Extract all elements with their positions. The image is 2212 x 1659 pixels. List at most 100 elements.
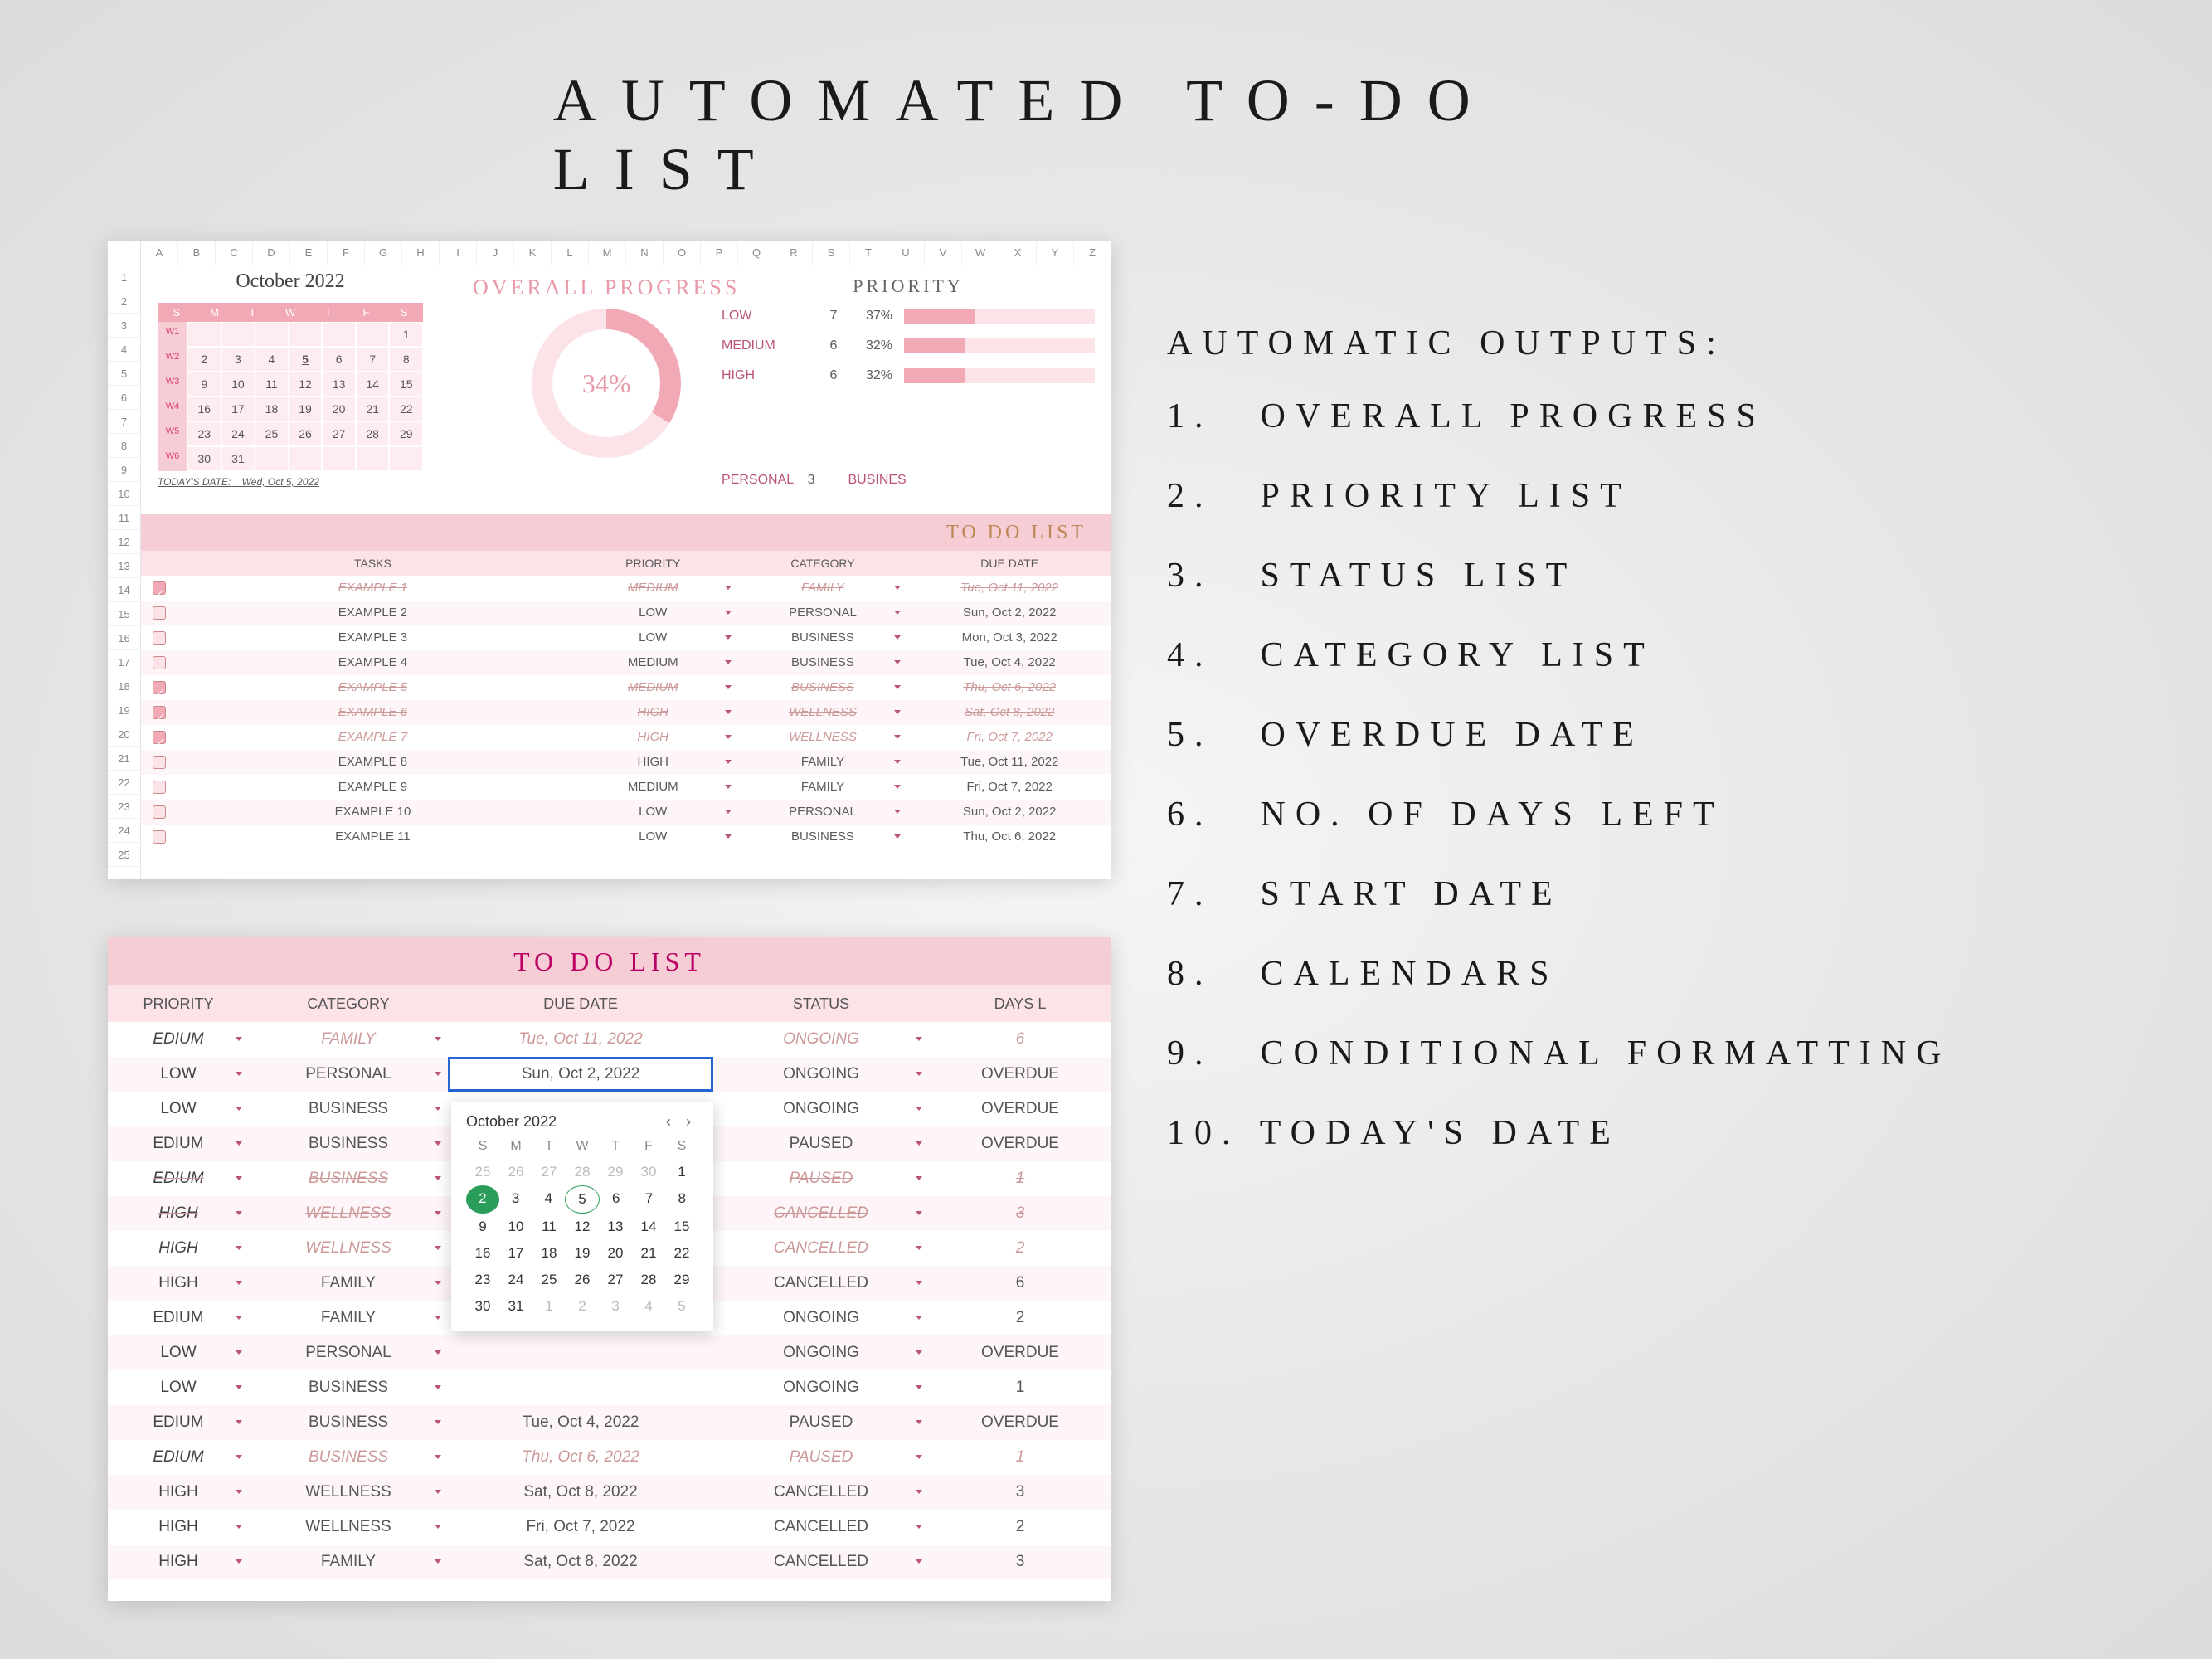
datepicker-day[interactable]: 1 xyxy=(665,1159,698,1185)
column-header[interactable]: L xyxy=(552,241,589,265)
due-date-cell[interactable]: Sat, Oct 8, 2022 xyxy=(448,1545,713,1579)
calendar-day[interactable]: 7 xyxy=(356,347,390,372)
calendar-day[interactable]: 8 xyxy=(389,347,423,372)
category-dropdown[interactable]: WELLNESS xyxy=(249,1231,448,1266)
task-name[interactable]: EXAMPLE 9 xyxy=(177,775,568,800)
due-date-cell[interactable]: Mon, Oct 3, 2022 xyxy=(907,625,1111,650)
datepicker-day[interactable]: 4 xyxy=(532,1185,565,1214)
category-dropdown[interactable]: WELLNESS xyxy=(249,1196,448,1231)
calendar-day[interactable]: 3 xyxy=(221,347,255,372)
calendar-day[interactable]: 22 xyxy=(389,397,423,421)
datepicker-day[interactable]: 5 xyxy=(665,1293,698,1320)
datepicker-day[interactable]: 18 xyxy=(532,1240,566,1267)
row-number[interactable]: 1 xyxy=(108,265,140,289)
column-header[interactable]: U xyxy=(887,241,925,265)
datepicker-day[interactable]: 28 xyxy=(632,1267,665,1293)
row-number[interactable]: 15 xyxy=(108,602,140,626)
due-date-cell[interactable]: Fri, Oct 7, 2022 xyxy=(448,1510,713,1545)
column-header[interactable]: Q xyxy=(738,241,775,265)
datepicker-day[interactable]: 31 xyxy=(499,1293,532,1320)
task-name[interactable]: EXAMPLE 3 xyxy=(177,625,568,650)
priority-dropdown[interactable]: LOW xyxy=(108,1092,249,1126)
status-dropdown[interactable]: CANCELLED xyxy=(713,1475,929,1510)
date-picker[interactable]: October 2022 ‹ › SMTWTFS 252627282930123… xyxy=(451,1102,713,1331)
calendar-day[interactable]: 18 xyxy=(255,397,289,421)
datepicker-day[interactable]: 27 xyxy=(599,1267,632,1293)
task-checkbox[interactable] xyxy=(153,756,166,769)
calendar-day[interactable]: 4 xyxy=(255,347,289,372)
priority-dropdown[interactable]: MEDIUM xyxy=(568,675,738,700)
column-header[interactable]: V xyxy=(925,241,962,265)
category-dropdown[interactable]: FAMILY xyxy=(738,750,908,775)
column-header[interactable]: Z xyxy=(1074,241,1111,265)
row-number[interactable]: 7 xyxy=(108,410,140,434)
column-header[interactable]: C xyxy=(216,241,253,265)
next-month-button[interactable]: › xyxy=(678,1113,698,1131)
status-dropdown[interactable]: CANCELLED xyxy=(713,1196,929,1231)
datepicker-day[interactable]: 30 xyxy=(632,1159,665,1185)
row-number[interactable]: 19 xyxy=(108,698,140,722)
task-name[interactable]: EXAMPLE 1 xyxy=(177,576,568,601)
calendar-day[interactable]: 24 xyxy=(221,421,255,446)
priority-dropdown[interactable]: HIGH xyxy=(568,700,738,725)
datepicker-day[interactable]: 10 xyxy=(499,1214,532,1240)
status-dropdown[interactable]: ONGOING xyxy=(713,1092,929,1126)
status-dropdown[interactable]: ONGOING xyxy=(713,1057,929,1092)
datepicker-day[interactable]: 9 xyxy=(466,1214,499,1240)
task-checkbox[interactable] xyxy=(153,581,166,595)
column-header[interactable]: S xyxy=(813,241,850,265)
status-dropdown[interactable]: PAUSED xyxy=(713,1440,929,1475)
category-dropdown[interactable]: FAMILY xyxy=(738,576,908,601)
calendar-day[interactable]: 23 xyxy=(187,421,221,446)
column-header[interactable]: Y xyxy=(1037,241,1074,265)
due-date-cell[interactable]: Sat, Oct 8, 2022 xyxy=(907,700,1111,725)
calendar-day[interactable]: 16 xyxy=(187,397,221,421)
datepicker-day[interactable]: 3 xyxy=(599,1293,632,1320)
due-date-cell[interactable]: Tue, Oct 11, 2022 xyxy=(448,1022,713,1057)
due-date-cell[interactable]: Fri, Oct 7, 2022 xyxy=(907,725,1111,750)
datepicker-day[interactable]: 2 xyxy=(566,1293,599,1320)
task-name[interactable]: EXAMPLE 11 xyxy=(177,825,568,849)
column-header[interactable]: P xyxy=(701,241,738,265)
datepicker-day[interactable]: 16 xyxy=(466,1240,499,1267)
datepicker-day[interactable]: 13 xyxy=(599,1214,632,1240)
datepicker-day[interactable]: 26 xyxy=(566,1267,599,1293)
category-dropdown[interactable]: BUSINESS xyxy=(249,1440,448,1475)
category-dropdown[interactable]: WELLNESS xyxy=(738,725,908,750)
calendar-day[interactable] xyxy=(322,446,356,471)
calendar-day[interactable] xyxy=(221,322,255,347)
calendar-day[interactable]: 27 xyxy=(322,421,356,446)
datepicker-day[interactable]: 2 xyxy=(466,1185,499,1214)
calendar-day[interactable]: 17 xyxy=(221,397,255,421)
datepicker-day[interactable]: 4 xyxy=(632,1293,665,1320)
calendar-day[interactable] xyxy=(389,446,423,471)
priority-dropdown[interactable]: HIGH xyxy=(108,1231,249,1266)
priority-dropdown[interactable]: HIGH xyxy=(568,725,738,750)
row-number[interactable]: 14 xyxy=(108,578,140,602)
due-date-cell[interactable]: Sun, Oct 2, 2022 xyxy=(448,1057,713,1092)
priority-dropdown[interactable]: HIGH xyxy=(108,1196,249,1231)
category-dropdown[interactable]: WELLNESS xyxy=(249,1510,448,1545)
status-dropdown[interactable]: CANCELLED xyxy=(713,1545,929,1579)
row-number[interactable]: 3 xyxy=(108,314,140,338)
column-header[interactable]: G xyxy=(365,241,402,265)
row-number[interactable]: 6 xyxy=(108,386,140,410)
row-number[interactable]: 11 xyxy=(108,506,140,530)
task-checkbox[interactable] xyxy=(153,731,166,744)
priority-dropdown[interactable]: HIGH xyxy=(108,1510,249,1545)
row-number[interactable]: 4 xyxy=(108,338,140,362)
task-name[interactable]: EXAMPLE 2 xyxy=(177,601,568,625)
due-date-cell[interactable]: Sun, Oct 2, 2022 xyxy=(907,601,1111,625)
column-header[interactable]: R xyxy=(775,241,813,265)
row-number[interactable]: 21 xyxy=(108,747,140,771)
calendar-day[interactable]: 29 xyxy=(389,421,423,446)
datepicker-day[interactable]: 6 xyxy=(600,1185,633,1214)
category-dropdown[interactable]: BUSINESS xyxy=(738,625,908,650)
due-date-cell[interactable]: Sat, Oct 8, 2022 xyxy=(448,1475,713,1510)
row-number[interactable]: 22 xyxy=(108,771,140,795)
status-dropdown[interactable]: PAUSED xyxy=(713,1161,929,1196)
task-checkbox[interactable] xyxy=(153,681,166,694)
calendar-day[interactable]: 31 xyxy=(221,446,255,471)
task-checkbox[interactable] xyxy=(153,631,166,645)
datepicker-day[interactable]: 25 xyxy=(532,1267,566,1293)
